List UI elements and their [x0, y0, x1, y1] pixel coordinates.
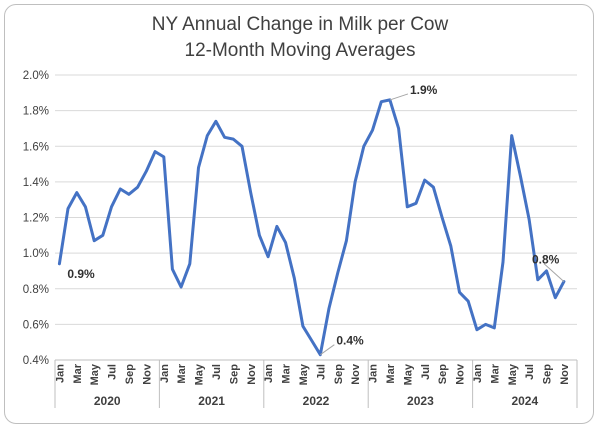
chart-title-line-2: 12-Month Moving Averages — [185, 40, 416, 61]
annotation-leader — [320, 344, 335, 356]
series-line — [57, 98, 566, 357]
x-tick-label: Jul — [107, 364, 119, 380]
x-tick-label: May — [402, 363, 414, 385]
year-label: 2020 — [94, 394, 121, 408]
y-tick-label: 1.6% — [23, 141, 49, 153]
series-layer — [57, 98, 566, 357]
x-tick-label: Jan — [263, 364, 275, 383]
x-tick-label: Sep — [124, 364, 136, 384]
x-tick-label: Jul — [211, 364, 223, 380]
x-tick-label: May — [507, 363, 519, 385]
y-tick-label: 1.2% — [23, 213, 49, 225]
x-tick-label: Mar — [489, 363, 501, 383]
annotation-leader — [389, 93, 409, 101]
y-tick-label: 0.6% — [23, 319, 49, 331]
y-tick-label: 0.8% — [23, 284, 49, 296]
annotation-label: 1.9% — [410, 83, 438, 97]
y-tick-label: 1.4% — [23, 177, 49, 189]
x-tick-label: Mar — [385, 363, 397, 383]
x-tick-label: Jul — [420, 364, 432, 380]
y-tick-label: 1.8% — [23, 106, 49, 118]
x-tick-label: Jul — [524, 364, 536, 380]
x-tick-label: Jan — [472, 364, 484, 383]
x-tick-label: Sep — [542, 364, 554, 384]
year-label: 2024 — [511, 394, 538, 408]
x-tick-label: May — [194, 363, 206, 385]
x-tick-label: Sep — [437, 364, 449, 384]
x-tick-label: Jan — [159, 364, 171, 383]
x-tick-label: Nov — [141, 363, 153, 385]
x-tick-label: Nov — [559, 363, 571, 385]
x-tick-label: Jan — [368, 364, 380, 383]
x-tick-label: Nov — [246, 363, 258, 385]
y-tick-label: 2.0% — [23, 70, 49, 82]
x-tick-label: Jul — [315, 364, 327, 380]
x-tick-label: Mar — [72, 363, 84, 383]
x-tick-label: May — [298, 363, 310, 385]
year-label: 2022 — [303, 394, 330, 408]
x-tick-label: Jan — [54, 364, 66, 383]
chart-title-line-1: NY Annual Change in Milk per Cow — [152, 14, 449, 35]
year-label: 2021 — [198, 394, 225, 408]
y-axis-ticks: 0.4% 0.6% 0.8% 1.0% 1.2% 1.4% 1.6% 1.8% 2.0% — [23, 70, 49, 367]
x-tick-label: Nov — [455, 363, 467, 385]
annotation-leader — [543, 263, 565, 282]
annotation-label: 0.4% — [336, 334, 364, 348]
x-tick-label: Mar — [281, 363, 293, 383]
x-axis: Jan Mar May Jul Sep Nov 2020 Jan Mar May Jul Sep Nov… — [54, 360, 578, 408]
annotation-label: 0.8% — [532, 253, 560, 267]
gridlines — [55, 74, 577, 361]
x-tick-label: Nov — [350, 363, 362, 385]
x-tick-label: Mar — [176, 363, 188, 383]
x-tick-label: May — [89, 363, 101, 385]
year-label: 2023 — [407, 394, 434, 408]
x-tick-label: Sep — [333, 364, 345, 384]
y-tick-label: 0.4% — [23, 355, 49, 367]
chart-frame — [4, 4, 594, 424]
x-tick-label: Sep — [228, 364, 240, 384]
annotations: 0.9% 0.4% 1.9% 0.8% — [67, 83, 565, 356]
y-tick-label: 1.0% — [23, 248, 49, 260]
annotation-label: 0.9% — [67, 267, 95, 281]
